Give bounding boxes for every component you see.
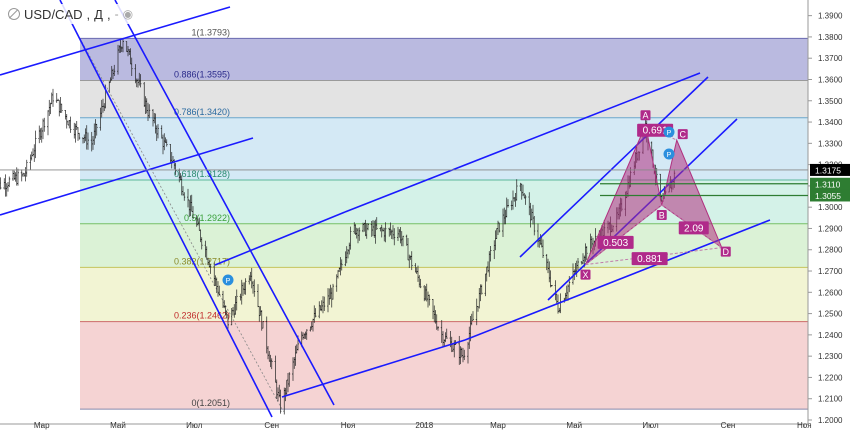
trend-line[interactable] [214,211,346,266]
symbol-separator: , [86,6,91,22]
pivot-marker-icon[interactable] [663,126,675,138]
pattern-ratio-label: 0.503 [603,238,628,249]
price-tick-label: 1.3300 [818,139,843,148]
trend-line[interactable] [519,76,709,258]
fib-band [80,321,808,410]
trend-line[interactable] [0,6,231,76]
pattern-point-box [580,269,591,280]
pattern-point-box [720,246,731,257]
pattern-ratio-box [678,221,709,235]
time-tick-label: Мар [490,421,506,430]
price-tick-label: 1.2600 [818,288,843,297]
pattern-ratio-label: 0.881 [637,254,662,265]
price-tick-label: 1.2200 [818,373,843,382]
trend-line[interactable] [114,0,335,406]
price-tick-label: 1.2900 [818,224,843,233]
current-price-label: 1.3175 [815,165,841,175]
price-tick-label: 1.2300 [818,352,843,361]
visibility-icon[interactable]: ◉ [122,7,134,21]
price-marker-label: 1.3110 [815,179,841,189]
pattern-ratio-line [585,247,722,266]
interval-label[interactable]: Д [94,6,103,22]
time-tick-label: Май [566,421,582,430]
pattern-point-label: C [680,130,687,140]
symbol-separator-2: , [106,6,111,22]
price-tick-label: 1.2400 [818,331,843,340]
trend-line[interactable] [281,339,466,398]
symbol-search-icon[interactable] [8,8,20,20]
fib-band [80,38,808,81]
time-tick-label: 2018 [415,421,433,430]
price-tick-label: 1.2100 [818,395,843,404]
pivot-marker-icon[interactable] [663,148,675,160]
current-price-box [810,163,850,176]
fib-level-label: 0.5(1.2922) [184,213,230,223]
fib-level-label: 1(1.3793) [191,27,230,37]
time-tick-label: Сен [264,421,279,430]
time-tick-label: Май [110,421,126,430]
fib-level-label: 0.236(1.2462) [174,311,230,321]
pivot-marker-label: P [667,130,672,137]
price-axis-bg [808,0,850,431]
pattern-ratio-line [585,204,663,266]
pattern-point-box [656,210,667,221]
trend-line[interactable] [0,137,254,216]
price-marker-box [810,189,850,202]
pivot-marker-label: P [667,152,672,159]
price-tick-label: 1.3600 [818,75,843,84]
pattern-point-label: X [582,270,588,280]
trend-line[interactable] [59,0,273,418]
price-marker-label: 1.3055 [815,191,841,201]
pattern-point-label: B [659,211,665,221]
pattern-point-box [677,129,688,140]
fib-level-label: 0.786(1.3420) [174,107,230,117]
price-tick-label: 1.2800 [818,246,843,255]
fib-level-label: 0.382(1.2717) [174,256,230,266]
pattern-ratio-label: 2.09 [684,223,704,234]
trend-line[interactable] [464,219,771,341]
pattern-point-box [640,110,651,121]
symbol-header[interactable]: USD/CAD, Д, - ◉ [4,4,138,24]
price-tick-label: 1.3400 [818,118,843,127]
time-tick-label: Июл [186,421,203,430]
price-marker-box [810,177,850,190]
price-tick-label: 1.2700 [818,267,843,276]
fib-level-label: 0(1.2051) [191,398,230,408]
price-tick-label: 1.3900 [818,12,843,21]
price-tick-label: 1.3700 [818,54,843,63]
fib-level-label: 0.618(1.3128) [174,169,230,179]
price-tick-label: 1.3800 [818,33,843,42]
fib-level-label: 0.886(1.3595) [174,70,230,80]
price-tick-label: 1.2500 [818,310,843,319]
pattern-point-label: D [723,247,730,257]
fib-band [80,80,808,118]
time-tick-label: Мар [34,421,50,430]
pattern-ratio-label: 0.691 [643,126,668,137]
pattern-ratio-box [597,235,634,249]
time-tick-label: Ноя [797,421,812,430]
time-tick-label: Ноя [341,421,356,430]
time-tick-label: Сен [721,421,736,430]
time-tick-label: Июл [642,421,659,430]
menu-dash[interactable]: - [114,7,119,21]
price-tick-label: 1.3500 [818,97,843,106]
price-tick-label: 1.2000 [818,416,843,425]
symbol-name[interactable]: USD/CAD [24,6,83,22]
pivot-marker-label: P [226,278,231,285]
pivot-marker-icon[interactable] [222,274,234,286]
pattern-ratio-box [631,252,668,266]
trend-line[interactable] [344,72,701,213]
price-tick-label: 1.3000 [818,203,843,212]
pattern-point-label: A [642,111,648,121]
